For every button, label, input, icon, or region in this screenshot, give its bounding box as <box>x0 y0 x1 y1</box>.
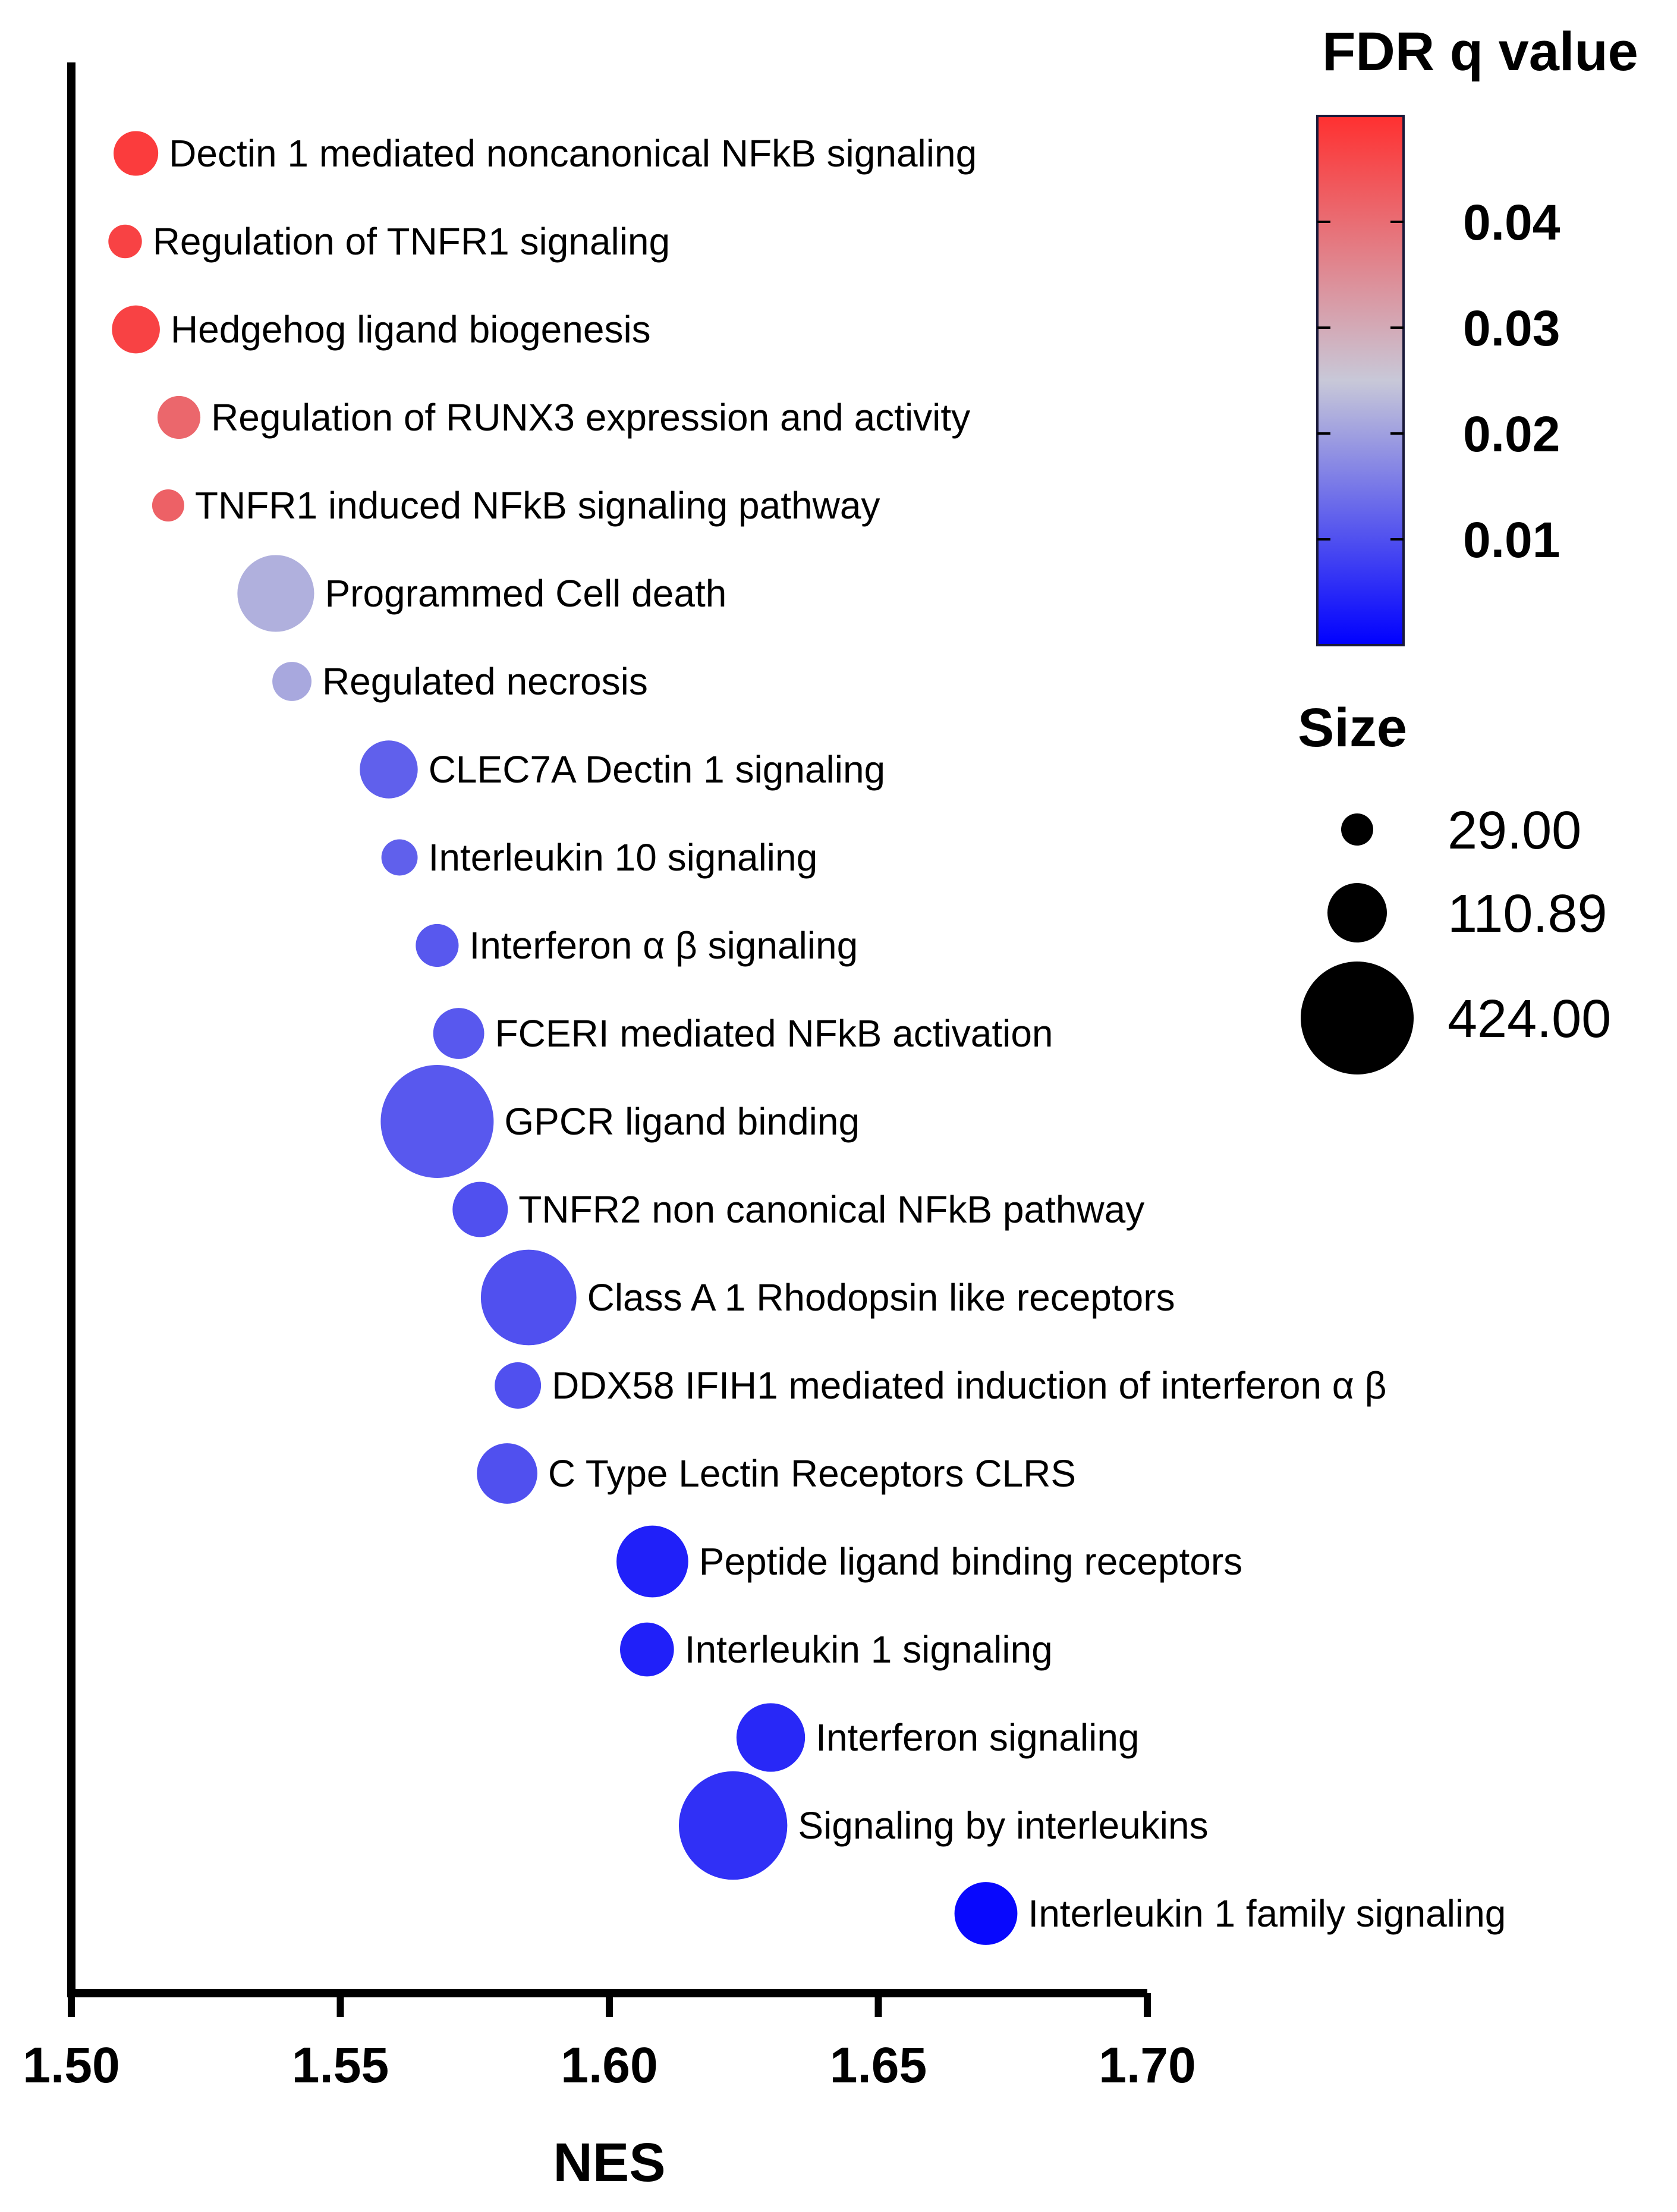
data-point-label: FCERI mediated NFkB activation <box>495 1012 1053 1055</box>
data-point-label: Interleukin 1 family signaling <box>1028 1892 1506 1935</box>
data-point-bubble <box>272 662 312 701</box>
size-legend: Size 29.00 110.89 424.00 <box>1298 697 1611 1074</box>
data-point-bubble <box>433 1008 484 1059</box>
data-point-label: Interleukin 1 signaling <box>685 1628 1053 1671</box>
data-point-bubble <box>452 1182 508 1237</box>
x-tick-label: 1.65 <box>830 2037 927 2093</box>
size-legend-label: 29.00 <box>1448 801 1581 860</box>
size-legend-bubble <box>1341 813 1373 846</box>
color-bar-tick-label: 0.02 <box>1463 406 1560 462</box>
data-point-bubble <box>381 839 418 876</box>
data-point-bubble <box>616 1525 688 1598</box>
size-legend-entries: 29.00 110.89 424.00 <box>1301 801 1611 1074</box>
data-point-bubble <box>114 131 159 176</box>
data-point-bubble <box>678 1771 788 1880</box>
data-point-bubble <box>152 489 184 521</box>
size-legend-bubble <box>1327 882 1387 943</box>
data-point-label: Class A 1 Rhodopsin like receptors <box>587 1276 1175 1319</box>
data-point-label: Signaling by interleukins <box>798 1804 1208 1847</box>
size-legend-bubble <box>1301 962 1414 1074</box>
color-legend-title: FDR q value <box>1322 21 1638 82</box>
color-bar-tick-label: 0.04 <box>1463 194 1560 250</box>
x-axis-ticks: 1.50 1.55 1.60 1.65 1.70 <box>23 1993 1196 2093</box>
color-legend: FDR q value 0.04 0.03 0.02 0.01 <box>1316 21 1638 646</box>
data-point-bubble <box>237 555 314 632</box>
size-legend-title: Size <box>1298 697 1407 758</box>
data-point-label: TNFR2 non canonical NFkB pathway <box>518 1188 1144 1231</box>
data-point-label: C Type Lectin Receptors CLRS <box>548 1452 1076 1495</box>
x-tick-label: 1.55 <box>292 2037 389 2093</box>
data-point-label: Interferon signaling <box>816 1716 1139 1759</box>
color-bar-tick-label: 0.03 <box>1463 300 1560 356</box>
data-point-label: CLEC7A Dectin 1 signaling <box>429 748 885 791</box>
color-bar <box>1316 115 1405 646</box>
size-legend-label: 424.00 <box>1448 989 1611 1049</box>
data-point-label: DDX58 IFIH1 mediated induction of interf… <box>552 1364 1386 1407</box>
data-point-label: Interleukin 10 signaling <box>429 836 818 879</box>
data-points: Dectin 1 mediated noncanonical NFkB sign… <box>108 131 1506 1945</box>
data-point-label: Hedgehog ligand biogenesis <box>171 308 651 351</box>
data-point-label: Regulation of TNFR1 signaling <box>153 220 670 263</box>
data-point-label: Dectin 1 mediated noncanonical NFkB sign… <box>169 132 977 175</box>
data-point-bubble <box>360 740 418 799</box>
data-point-bubble <box>954 1882 1018 1945</box>
data-point-label: Programmed Cell death <box>325 572 726 615</box>
data-point-label: Regulated necrosis <box>322 660 648 703</box>
data-point-label: TNFR1 induced NFkB signaling pathway <box>195 484 880 527</box>
data-point-bubble <box>416 923 459 967</box>
data-point-label: Peptide ligand binding receptors <box>699 1540 1242 1583</box>
data-point-label: Interferon α β signaling <box>469 924 858 967</box>
x-tick-label: 1.70 <box>1099 2037 1196 2093</box>
data-point-label: Regulation of RUNX3 expression and activ… <box>211 396 970 439</box>
color-bar-tick-label: 0.01 <box>1463 512 1560 568</box>
x-tick-label: 1.60 <box>561 2037 658 2093</box>
data-point-bubble <box>108 224 142 259</box>
size-legend-label: 110.89 <box>1448 884 1607 944</box>
data-point-bubble <box>477 1443 537 1504</box>
data-point-bubble <box>495 1362 542 1409</box>
data-point-bubble <box>736 1703 806 1772</box>
plot-axes: 1.50 1.55 1.60 1.65 1.70 NES <box>23 62 1196 2193</box>
data-point-bubble <box>112 305 160 354</box>
data-point-label: GPCR ligand binding <box>504 1100 860 1143</box>
data-point-bubble <box>157 395 201 439</box>
data-point-bubble <box>380 1065 494 1178</box>
data-point-bubble <box>480 1249 577 1346</box>
data-point-bubble <box>620 1622 674 1677</box>
color-bar-ticks: 0.04 0.03 0.02 0.01 <box>1317 194 1560 568</box>
x-axis-title: NES <box>553 2132 665 2193</box>
x-tick-label: 1.50 <box>23 2037 120 2093</box>
